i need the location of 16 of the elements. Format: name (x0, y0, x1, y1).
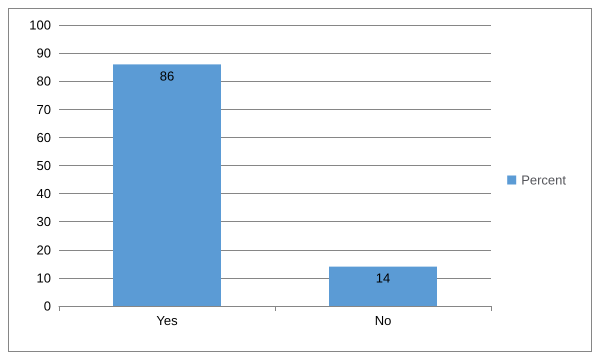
y-tick-label: 70 (36, 102, 51, 117)
legend-label: Percent (521, 172, 566, 188)
y-tick-label: 80 (36, 74, 51, 89)
data-label: 86 (160, 68, 174, 84)
y-tick-label: 100 (29, 18, 51, 32)
x-tick-label: Yes (156, 313, 178, 328)
y-tick-label: 30 (36, 214, 51, 230)
y-tick-label: 50 (36, 158, 51, 173)
y-tick-label: 0 (44, 298, 51, 314)
data-label: 14 (376, 270, 390, 286)
y-tick-label: 40 (36, 186, 51, 202)
x-tick-label: No (374, 313, 392, 328)
y-tick-label: 10 (36, 270, 51, 286)
y-tick-label: 20 (36, 242, 51, 258)
y-tick-label: 60 (36, 130, 51, 145)
y-tick-label: 90 (36, 46, 51, 61)
